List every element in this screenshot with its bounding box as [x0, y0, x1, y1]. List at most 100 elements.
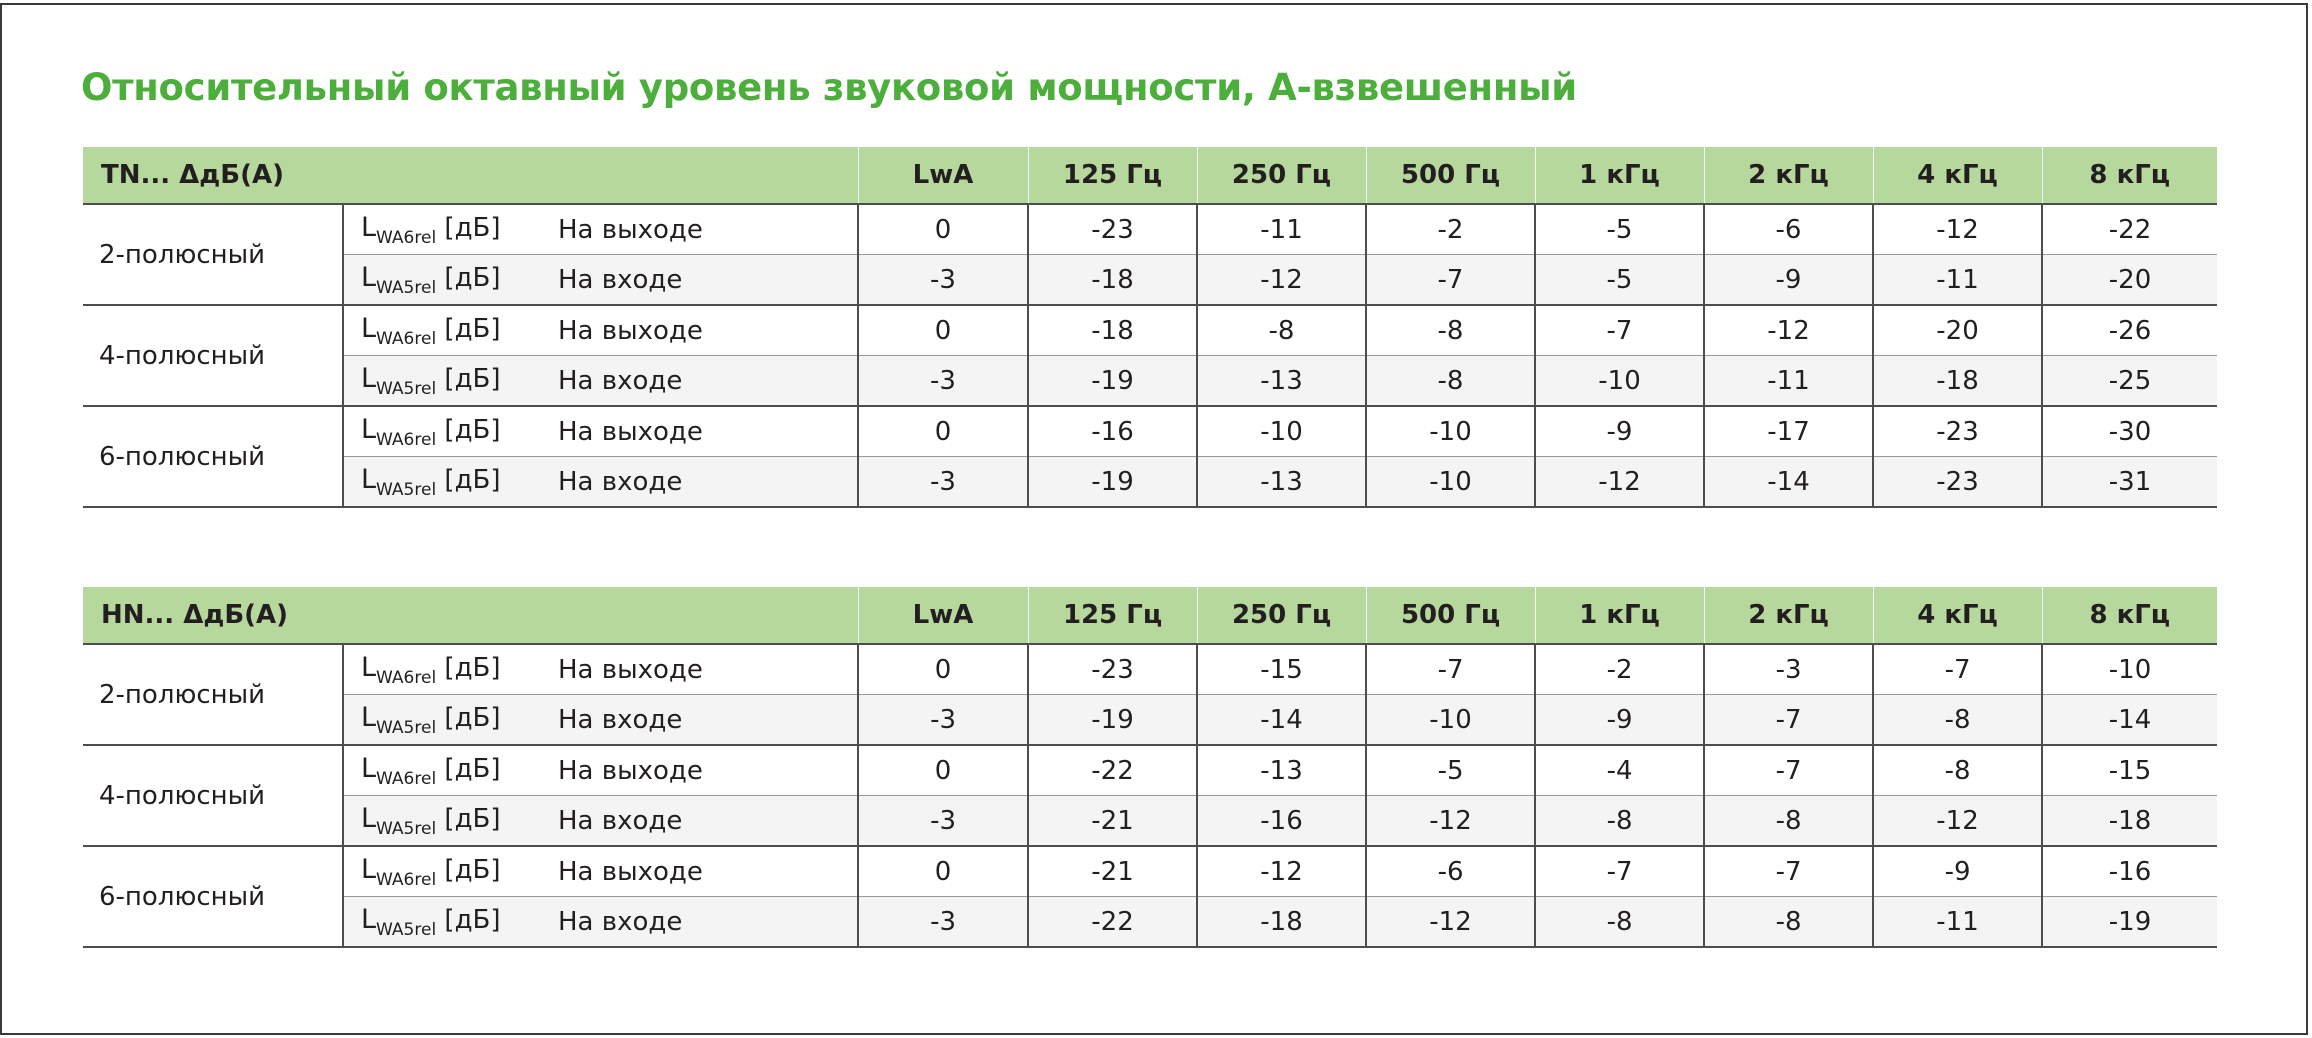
- value-cell: -16: [2041, 846, 2218, 897]
- level-symbol: L: [361, 413, 377, 445]
- column-header: LwA: [857, 587, 1029, 645]
- level-label: LWA5rel [дБ]: [342, 456, 558, 508]
- side-label: На входе: [558, 896, 859, 948]
- level-label: LWA5rel [дБ]: [342, 896, 558, 948]
- level-subscript: WA6rel: [376, 227, 437, 248]
- table-row: 2-полюсный LWA6rel [дБ] На выходе 0 -23 -15 -7…: [83, 644, 2218, 746]
- value-cell: -13: [1196, 745, 1367, 796]
- level-unit: [дБ]: [436, 702, 501, 733]
- value-cell: -5: [1534, 254, 1704, 306]
- pole-label: 2-полюсный: [83, 204, 343, 306]
- value-cell: -11: [1872, 896, 2043, 948]
- value-cell: 0: [857, 305, 1028, 356]
- column-header: 500 Гц: [1365, 587, 1536, 645]
- level-unit: [дБ]: [436, 803, 501, 834]
- value-cell: -13: [1196, 355, 1366, 407]
- value-cell: -23: [1027, 204, 1197, 255]
- column-header: 2 кГц: [1703, 147, 1873, 205]
- value-cell: -19: [1027, 694, 1198, 746]
- level-subscript: WA5rel: [376, 277, 437, 298]
- side-label: На выходе: [558, 305, 858, 356]
- value-cell: -16: [1027, 406, 1197, 457]
- pole-label: 4-полюсный: [83, 305, 343, 407]
- value-cell: -12: [1365, 795, 1536, 847]
- value-cell: -18: [1196, 896, 1367, 948]
- value-cell: -19: [2041, 896, 2218, 948]
- level-symbol: L: [361, 802, 377, 834]
- level-subscript: WA6rel: [376, 328, 437, 349]
- value-cell: 0: [857, 846, 1029, 897]
- sound-power-table-tn: TN... ΔдБ(A) LwA 125 Гц 250 Гц 500 Гц 1 …: [83, 147, 2217, 508]
- level-unit: [дБ]: [436, 464, 501, 495]
- value-cell: -3: [857, 456, 1028, 508]
- side-label: На выходе: [558, 644, 859, 695]
- value-cell: -7: [1365, 254, 1535, 306]
- value-cell: -7: [1534, 846, 1705, 897]
- value-cell: -26: [2041, 305, 2217, 356]
- table-header-row: HN... ΔдБ(A) LwA 125 Гц 250 Гц 500 Гц 1 …: [83, 587, 2218, 645]
- column-header: 1 кГц: [1534, 587, 1705, 645]
- level-unit: [дБ]: [436, 904, 501, 935]
- value-cell: -14: [1196, 694, 1367, 746]
- table-header-label: TN... ΔдБ(A): [83, 147, 858, 205]
- level-subscript: WA5rel: [376, 919, 437, 940]
- value-cell: 0: [857, 204, 1028, 255]
- side-label: На входе: [558, 795, 859, 847]
- side-label: На выходе: [558, 406, 858, 457]
- table-row: LWA5rel [дБ] На входе -3 -22 -18 -12 -8 -8 -11 -1…: [83, 896, 2218, 948]
- pole-label: 6-полюсный: [83, 846, 343, 948]
- value-cell: -7: [1872, 644, 2043, 695]
- value-cell: -5: [1365, 745, 1536, 796]
- value-cell: -3: [857, 694, 1029, 746]
- level-unit: [дБ]: [436, 212, 501, 243]
- level-label: LWA5rel [дБ]: [342, 694, 558, 746]
- level-label: LWA5rel [дБ]: [342, 795, 558, 847]
- value-cell: -21: [1027, 846, 1198, 897]
- side-label: На входе: [558, 694, 859, 746]
- value-cell: -7: [1703, 846, 1874, 897]
- value-cell: -12: [1534, 456, 1704, 508]
- value-cell: -12: [1703, 305, 1873, 356]
- value-cell: -12: [1196, 846, 1367, 897]
- value-cell: -10: [2041, 644, 2218, 695]
- column-header: 125 Гц: [1027, 587, 1198, 645]
- table-row: 4-полюсный LWA6rel [дБ] На выходе 0 -18 -8 -8-…: [83, 305, 2217, 407]
- value-cell: -7: [1365, 644, 1536, 695]
- table-row: LWA5rel [дБ] На входе -3 -19 -14 -10 -9 -7 -8 -14: [83, 694, 2218, 746]
- value-cell: -20: [1872, 305, 2042, 356]
- level-symbol: L: [361, 903, 377, 935]
- value-cell: -14: [1703, 456, 1873, 508]
- value-cell: -31: [2041, 456, 2217, 508]
- value-cell: 0: [857, 644, 1029, 695]
- value-cell: -2: [1534, 644, 1705, 695]
- value-cell: -9: [1534, 406, 1704, 457]
- value-cell: -8: [1872, 745, 2043, 796]
- level-unit: [дБ]: [436, 414, 501, 445]
- value-cell: -3: [1703, 644, 1874, 695]
- column-header: 250 Гц: [1196, 587, 1367, 645]
- value-cell: -23: [1027, 644, 1198, 695]
- level-symbol: L: [361, 701, 377, 733]
- table-row: LWA5rel [дБ] На входе -3 -21 -16 -12 -8 -8 -12 -1…: [83, 795, 2218, 847]
- value-cell: -2: [1365, 204, 1535, 255]
- column-header: 2 кГц: [1703, 587, 1874, 645]
- value-cell: -19: [1027, 456, 1197, 508]
- value-cell: -18: [1027, 305, 1197, 356]
- table-row: 2-полюсный LWA6rel [дБ] На выходе 0 -23 -11 -2…: [83, 204, 2217, 306]
- value-cell: -12: [1872, 795, 2043, 847]
- value-cell: -9: [1703, 254, 1873, 306]
- level-subscript: WA6rel: [376, 429, 437, 450]
- pole-label: 4-полюсный: [83, 745, 343, 847]
- value-cell: -7: [1534, 305, 1704, 356]
- level-subscript: WA6rel: [376, 869, 437, 890]
- column-header: 8 кГц: [2041, 587, 2218, 645]
- table-row: 4-полюсный LWA6rel [дБ] На выходе 0 -22 -13 -5…: [83, 745, 2218, 847]
- side-label: На входе: [558, 456, 858, 508]
- level-symbol: L: [361, 211, 377, 243]
- value-cell: -16: [1196, 795, 1367, 847]
- table-row: LWA5rel [дБ] На входе -3 -18 -12 -7 -5 -9 -11 -20: [83, 254, 2217, 306]
- side-label: На выходе: [558, 204, 858, 255]
- value-cell: -30: [2041, 406, 2217, 457]
- value-cell: -20: [2041, 254, 2217, 306]
- side-label: На входе: [558, 355, 858, 407]
